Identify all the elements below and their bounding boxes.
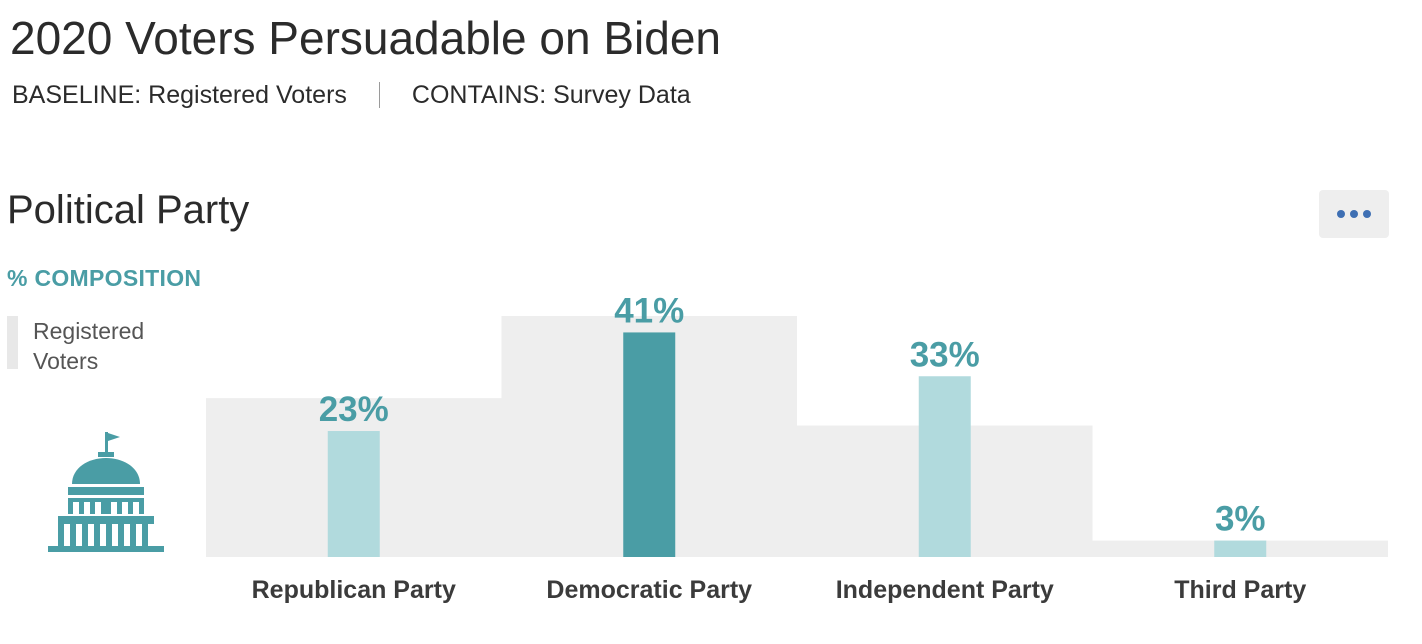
more-horizontal-icon <box>1337 210 1371 218</box>
meta-divider <box>378 82 380 108</box>
category-label-independent-party: Independent Party <box>836 576 1054 604</box>
baseline-bars <box>206 316 1388 557</box>
value-label-third-party: 3% <box>1215 500 1266 539</box>
bar-independent-party[interactable] <box>918 376 971 557</box>
value-bars <box>327 332 1267 557</box>
bar-third-party[interactable] <box>1214 540 1267 557</box>
category-label-third-party: Third Party <box>1174 576 1306 604</box>
value-label-democratic-party: 41% <box>614 291 684 330</box>
capitol-building-icon <box>48 432 164 552</box>
meta-row: BASELINE: Registered Voters CONTAINS: Su… <box>12 78 691 112</box>
more-options-button[interactable] <box>1319 190 1389 238</box>
bar-democratic-party[interactable] <box>623 332 676 557</box>
page-title: 2020 Voters Persuadable on Biden <box>10 12 721 64</box>
legend-label-registered-voters: Registered Voters <box>33 318 145 374</box>
value-label-independent-party: 33% <box>910 335 980 374</box>
category-labels: Republican Party Democratic Party Independ… <box>252 576 1307 604</box>
legend: Registered Voters <box>7 316 183 376</box>
chart-subtitle: % COMPOSITION <box>7 265 202 291</box>
value-label-republican-party: 23% <box>319 390 389 429</box>
value-labels: 23% 41% 33% 3% <box>319 291 1266 538</box>
category-label-democratic-party: Democratic Party <box>546 576 752 604</box>
section-title: Political Party <box>7 188 250 232</box>
bar-republican-party[interactable] <box>327 431 380 557</box>
category-label-republican-party: Republican Party <box>252 576 456 604</box>
legend-swatch-registered-voters <box>7 316 18 369</box>
contains-label: CONTAINS: Survey Data <box>411 81 691 109</box>
baseline-label: BASELINE: Registered Voters <box>12 81 347 109</box>
